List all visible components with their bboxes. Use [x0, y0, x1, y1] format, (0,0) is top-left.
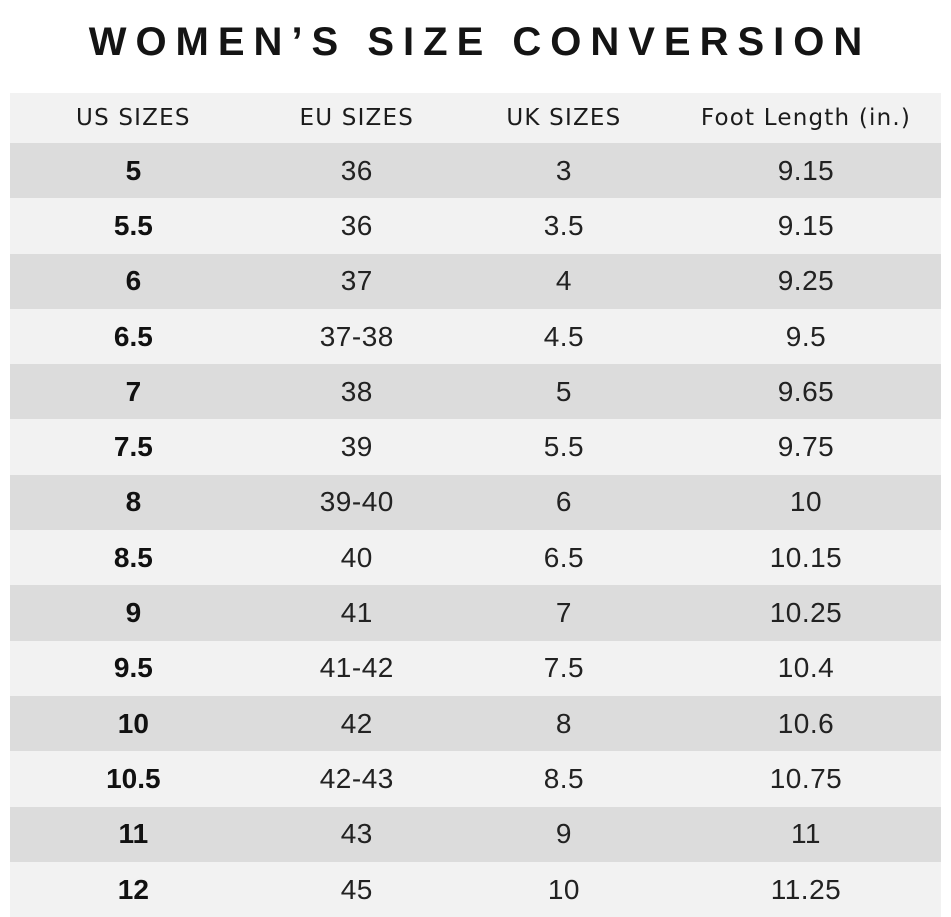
- table-row: 5 36 3 9.15: [10, 143, 941, 199]
- table-cell: 9.15: [777, 154, 835, 186]
- table-cell: 11: [790, 818, 822, 850]
- table-cell: 7: [125, 375, 142, 407]
- table-cell: 9.75: [777, 431, 835, 463]
- table-cell: 5.5: [543, 431, 585, 463]
- table-row: 9.5 41-42 7.5 10.4: [10, 640, 941, 696]
- table-row: 8.5 40 6.5 10.15: [10, 530, 941, 586]
- header-cell: UK SIZES: [506, 104, 622, 131]
- table-cell: 5: [125, 154, 142, 186]
- table-cell: 36: [340, 154, 373, 186]
- table-cell: 9.5: [113, 652, 153, 684]
- table-cell: 43: [340, 818, 373, 850]
- table-cell: 39-40: [319, 486, 394, 518]
- table-cell: 10.5: [106, 762, 161, 794]
- table-cell: 10: [117, 707, 149, 739]
- table-row: 7.5 39 5.5 9.75: [10, 419, 941, 475]
- table-row: 6.5 37-38 4.5 9.5: [10, 308, 941, 365]
- table-cell: 36: [340, 209, 373, 241]
- table-cell: 42: [340, 707, 373, 739]
- table-cell: 3: [555, 154, 572, 186]
- table-body: 5 36 3 9.15 5.5 36 3.5 9.15 6 37 4 9.25 6.5 37-38 4.5 9…: [10, 143, 941, 917]
- table-cell: 9: [125, 597, 142, 629]
- table-cell: 9.5: [785, 320, 827, 352]
- page-title: WOMEN’S SIZE CONVERSION: [88, 20, 872, 64]
- table-cell: 7.5: [113, 431, 153, 463]
- table-cell: 10.6: [777, 707, 835, 739]
- table-cell: 9.25: [777, 265, 835, 297]
- table-cell: 10.25: [769, 597, 843, 629]
- table-cell: 6.5: [543, 541, 585, 573]
- table-row: 12 45 10 11.25: [10, 861, 941, 917]
- table-cell: 7.5: [543, 652, 585, 684]
- table-cell: 8: [555, 707, 572, 739]
- table-cell: 38: [340, 375, 373, 407]
- table-row: 10.5 42-43 8.5 10.75: [10, 751, 941, 807]
- table-header-row: US SIZES EU SIZES UK SIZES Foot Length (in.…: [10, 93, 941, 143]
- table-cell: 6.5: [113, 320, 153, 352]
- table-row: 7 38 5 9.65: [10, 364, 941, 420]
- table-row: 8 39-40 6 10: [10, 474, 941, 531]
- table-row: 5.5 36 3.5 9.15: [10, 198, 941, 254]
- table-cell: 9: [555, 818, 572, 850]
- table-cell: 3.5: [543, 209, 585, 241]
- table-cell: 42-43: [319, 762, 394, 794]
- header-cell: US SIZES: [76, 104, 191, 131]
- table-cell: 37: [340, 265, 373, 297]
- table-cell: 7: [555, 597, 572, 629]
- table-cell: 5.5: [113, 209, 153, 241]
- table-cell: 4: [555, 265, 572, 297]
- table-cell: 45: [340, 873, 373, 905]
- table-cell: 8: [125, 486, 142, 518]
- table-cell: 5: [555, 375, 572, 407]
- table-cell: 37-38: [319, 320, 394, 352]
- table-cell: 41-42: [319, 652, 394, 684]
- table-cell: 10.4: [777, 652, 835, 684]
- table-cell: 11.25: [770, 873, 842, 905]
- table-cell: 10.75: [769, 762, 843, 794]
- table-cell: 8.5: [113, 541, 153, 573]
- table-cell: 39: [340, 431, 373, 463]
- table-cell: 9.15: [777, 209, 835, 241]
- header-cell: Foot Length (in.): [700, 104, 912, 131]
- table-cell: 41: [340, 597, 373, 629]
- table-cell: 9.65: [777, 375, 835, 407]
- table-row: 9 41 7 10.25: [10, 585, 941, 641]
- table-row: 10 42 8 10.6: [10, 695, 941, 752]
- table-cell: 40: [340, 541, 373, 573]
- table-cell: 8.5: [543, 762, 585, 794]
- table-cell: 10.15: [769, 541, 843, 573]
- table-cell: 6: [555, 486, 572, 518]
- header-cell: EU SIZES: [299, 104, 415, 131]
- size-conversion-table: US SIZES EU SIZES UK SIZES Foot Length (in.…: [10, 93, 941, 917]
- table-row: 11 43 9 11: [10, 806, 941, 862]
- table-row: 6 37 4 9.25: [10, 253, 941, 309]
- table-cell: 11: [118, 818, 149, 850]
- table-cell: 10: [547, 873, 580, 905]
- title-area: WOMEN’S SIZE CONVERSION: [0, 0, 951, 93]
- table-cell: 4.5: [543, 320, 585, 352]
- table-cell: 12: [117, 873, 149, 905]
- table-cell: 10: [789, 486, 823, 518]
- table-cell: 6: [125, 265, 142, 297]
